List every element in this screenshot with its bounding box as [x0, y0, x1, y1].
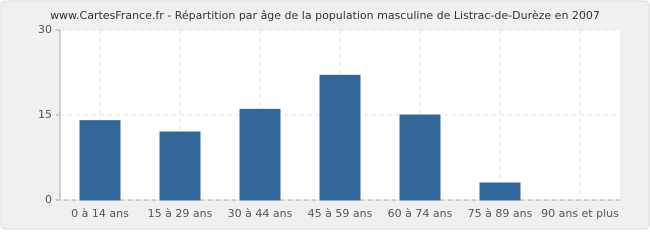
- x-tick-label: 30 à 44 ans: [228, 207, 293, 220]
- bar: [399, 114, 441, 201]
- bar: [159, 131, 201, 201]
- x-tick-label: 60 à 74 ans: [388, 207, 453, 220]
- chart-title: www.CartesFrance.fr - Répartition par âg…: [50, 9, 600, 22]
- x-tick-label: 15 à 29 ans: [148, 207, 213, 220]
- y-tick-label: 30: [38, 23, 52, 36]
- x-tick-label: 90 ans et plus: [541, 207, 619, 220]
- bar: [239, 108, 281, 201]
- y-tick-label: 15: [38, 108, 52, 121]
- x-tick-label: 0 à 14 ans: [71, 207, 129, 220]
- x-tick-label: 75 à 89 ans: [468, 207, 533, 220]
- bar: [319, 74, 361, 201]
- y-tick-label: 0: [45, 193, 52, 206]
- x-tick-label: 45 à 59 ans: [308, 207, 373, 220]
- bar: [79, 120, 121, 201]
- chart: www.CartesFrance.fr - Répartition par âg…: [0, 0, 650, 230]
- bar: [479, 182, 521, 201]
